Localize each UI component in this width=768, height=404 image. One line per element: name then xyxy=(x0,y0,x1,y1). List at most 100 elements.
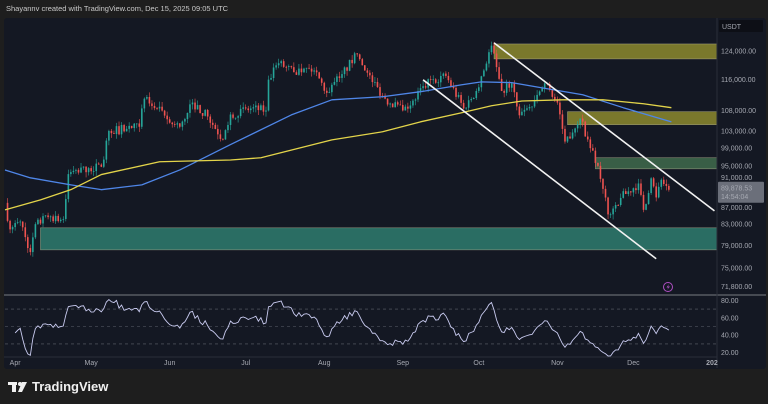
candle-body xyxy=(642,194,645,210)
candle xyxy=(75,168,77,174)
candle-body xyxy=(624,191,627,194)
candle-body xyxy=(533,100,536,107)
candle xyxy=(143,97,146,113)
candle xyxy=(275,62,277,70)
candle-body xyxy=(503,90,505,93)
candle xyxy=(49,215,52,222)
candle xyxy=(100,163,103,168)
candle-body xyxy=(452,86,455,88)
candle-body xyxy=(366,70,369,73)
tradingview-logo[interactable]: TradingView xyxy=(8,379,108,394)
candle-body xyxy=(282,61,285,67)
candle xyxy=(29,244,32,256)
candle xyxy=(569,132,571,139)
candle xyxy=(434,78,437,84)
candle-body xyxy=(252,107,255,109)
time-tick-label: Aug xyxy=(318,360,331,367)
candle-body xyxy=(364,65,366,71)
candle-body xyxy=(650,178,652,194)
candle xyxy=(488,49,490,68)
candle-body xyxy=(668,185,670,190)
candle-body xyxy=(660,179,663,187)
candle-body xyxy=(80,167,82,173)
candle xyxy=(614,202,617,212)
candle-body xyxy=(70,172,72,175)
candle-body xyxy=(237,116,239,118)
candle-body xyxy=(199,105,201,114)
candle-body xyxy=(472,98,475,100)
candle xyxy=(27,234,29,253)
candle-body xyxy=(285,66,288,68)
candle xyxy=(227,121,229,134)
candle-body xyxy=(308,67,310,69)
candle-body xyxy=(412,100,414,106)
candle-body xyxy=(108,130,110,141)
chart-frame[interactable] xyxy=(4,18,766,369)
candle xyxy=(490,41,493,55)
candle xyxy=(399,100,402,106)
candle-body xyxy=(133,123,136,129)
candle-body xyxy=(498,67,500,79)
candle-body xyxy=(574,128,576,133)
candle xyxy=(234,117,237,120)
candle-body xyxy=(556,99,559,103)
candle-body xyxy=(564,128,566,142)
candle xyxy=(308,63,310,70)
candle-body xyxy=(622,191,625,198)
candle xyxy=(541,86,543,92)
candle xyxy=(657,182,660,199)
candle xyxy=(394,97,397,108)
candle xyxy=(285,65,288,72)
candle-body xyxy=(184,119,186,122)
candle-body xyxy=(141,108,143,127)
candle-body xyxy=(554,96,556,100)
lightning-icon[interactable] xyxy=(663,282,673,292)
candle xyxy=(361,57,364,66)
candle-body xyxy=(386,98,389,105)
candle-body xyxy=(348,59,351,71)
candle-body xyxy=(128,125,130,129)
attribution-text: Shayannv created with TradingView.com, D… xyxy=(6,4,229,13)
candle-body xyxy=(630,191,632,193)
candle-body xyxy=(11,227,14,230)
candle-body xyxy=(462,102,465,109)
candle-body xyxy=(275,65,277,68)
candle-body xyxy=(353,53,356,64)
trendline-1 xyxy=(422,79,657,260)
candle-body xyxy=(313,70,315,72)
candle xyxy=(531,106,533,112)
countdown-label: 14:54:04 xyxy=(721,194,748,201)
candle xyxy=(179,123,181,129)
candle-body xyxy=(647,193,650,205)
candle-body xyxy=(16,222,19,224)
candle-body xyxy=(118,126,120,135)
candle-body xyxy=(110,130,113,134)
candle xyxy=(287,64,290,71)
candle-body xyxy=(551,89,554,97)
candle xyxy=(11,225,14,234)
candle-body xyxy=(24,227,27,238)
candle-body xyxy=(44,215,47,217)
candle xyxy=(313,67,315,75)
candle xyxy=(662,176,665,187)
candle-body xyxy=(173,124,176,125)
candle-body xyxy=(293,67,295,73)
candle-body xyxy=(584,121,587,137)
candle-body xyxy=(602,178,604,189)
candle-body xyxy=(19,221,22,223)
candle xyxy=(186,112,189,124)
candle xyxy=(135,123,138,129)
candle xyxy=(445,71,447,78)
candle xyxy=(346,66,348,76)
candle xyxy=(191,99,194,110)
candle-body xyxy=(597,162,599,166)
candle xyxy=(630,190,632,196)
candle xyxy=(247,105,250,113)
candle xyxy=(521,108,523,116)
candle-body xyxy=(62,218,65,220)
candle-body xyxy=(249,108,252,111)
candle xyxy=(341,70,343,83)
candle-body xyxy=(389,103,391,105)
candle xyxy=(265,106,267,117)
